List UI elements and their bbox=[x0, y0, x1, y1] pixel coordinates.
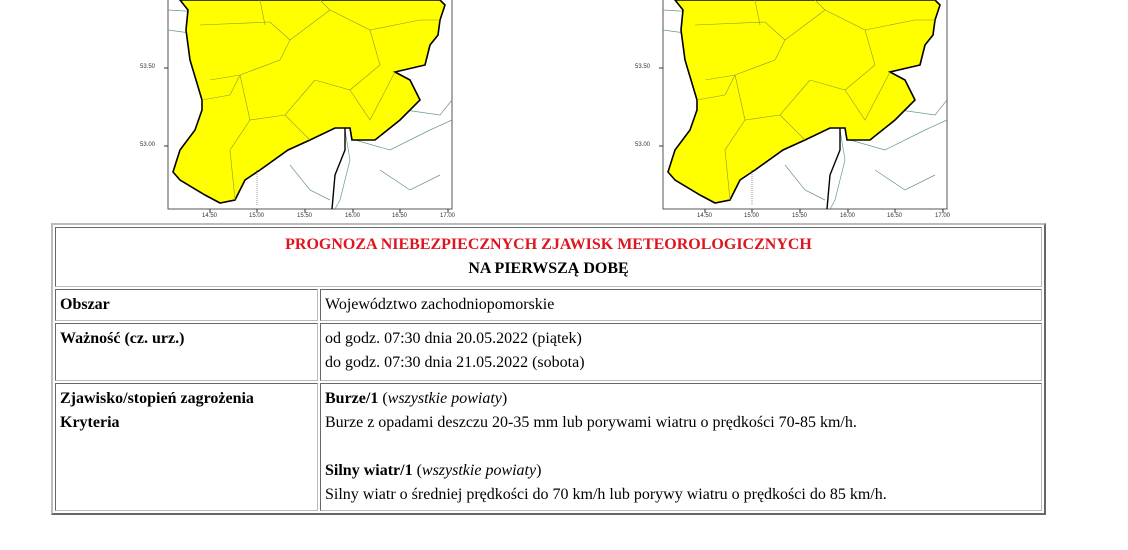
district-border bbox=[899, 99, 948, 116]
warning-name: Silny wiatr/1 bbox=[325, 462, 413, 479]
y-tick-label: 53.00 bbox=[140, 142, 156, 148]
district-border bbox=[696, 74, 736, 101]
warning-map-right: 53.50 53.00 14.50 15.00 15.50 16.00 16.50 17.00 bbox=[635, 0, 965, 225]
criteria-label: Kryteria bbox=[60, 414, 120, 431]
warning-scope: wszystkie powiaty bbox=[387, 390, 502, 407]
district-border bbox=[354, 119, 453, 151]
district-border bbox=[874, 169, 936, 191]
voivodeship-border bbox=[331, 128, 346, 210]
y-tick-label: 53.50 bbox=[140, 64, 156, 70]
x-tick-label: 16.00 bbox=[840, 213, 856, 219]
warning-description: Silny wiatr o średniej prędkości do 70 k… bbox=[325, 486, 887, 503]
x-tick-label: 14.50 bbox=[697, 213, 713, 219]
warning-scope: wszystkie powiaty bbox=[421, 462, 537, 479]
district-border bbox=[259, 0, 266, 26]
y-tick-label: 53.00 bbox=[635, 142, 651, 148]
district-border bbox=[369, 19, 440, 31]
area-value: Województwo zachodniopomorskie bbox=[320, 289, 1042, 321]
district-border bbox=[724, 119, 746, 201]
district-border bbox=[379, 169, 441, 191]
x-tick-label: 14.50 bbox=[202, 213, 218, 219]
district-border bbox=[754, 0, 761, 26]
warning-region bbox=[667, 0, 941, 204]
area-label: Obszar bbox=[55, 289, 318, 321]
district-border bbox=[319, 0, 331, 11]
x-tick-label: 15.50 bbox=[297, 213, 313, 219]
table-row: Obszar Województwo zachodniopomorskie bbox=[55, 289, 1042, 321]
x-tick-label: 17.00 bbox=[935, 213, 951, 219]
district-border bbox=[734, 74, 811, 121]
forecast-table: PROGNOZA NIEBEZPIECZNYCH ZJAWISK METEORO… bbox=[51, 223, 1046, 515]
warning-name: Burze/1 bbox=[325, 390, 379, 407]
district-border bbox=[404, 99, 453, 116]
warning-description: Burze z opadami deszczu 20-35 mm lub por… bbox=[325, 414, 857, 431]
district-border bbox=[784, 9, 876, 91]
validity-from: od godz. 07:30 dnia 20.05.2022 (piątek) bbox=[325, 330, 582, 347]
forecast-subtitle: NA PIERWSZĄ DOBĘ bbox=[468, 260, 629, 277]
table-row: Ważność (cz. urz.) od godz. 07:30 dnia 2… bbox=[55, 323, 1042, 381]
table-header: PROGNOZA NIEBEZPIECZNYCH ZJAWISK METEORO… bbox=[55, 227, 1042, 287]
district-border bbox=[779, 114, 806, 141]
table-row: Zjawisko/stopień zagrożenia Kryteria Bur… bbox=[55, 383, 1042, 511]
district-border bbox=[784, 164, 826, 201]
validity-label: Ważność (cz. urz.) bbox=[55, 323, 318, 381]
district-border bbox=[349, 71, 396, 121]
district-border bbox=[814, 0, 826, 11]
x-tick-label: 16.00 bbox=[345, 213, 361, 219]
validity-value: od godz. 07:30 dnia 20.05.2022 (piątek) … bbox=[320, 323, 1042, 381]
district-border bbox=[849, 119, 948, 151]
district-border bbox=[199, 21, 291, 81]
warning-map-left: 53.50 53.00 14.50 15.00 15.50 16.00 16.50 17.00 bbox=[140, 0, 470, 225]
district-border bbox=[229, 119, 251, 201]
district-border bbox=[289, 9, 381, 91]
x-tick-label: 15.50 bbox=[792, 213, 808, 219]
district-border bbox=[829, 129, 846, 210]
x-tick-label: 16.50 bbox=[887, 213, 903, 219]
district-border bbox=[334, 129, 351, 210]
district-border bbox=[239, 74, 316, 121]
district-border bbox=[694, 21, 786, 81]
forecast-title: PROGNOZA NIEBEZPIECZNYCH ZJAWISK METEORO… bbox=[285, 236, 812, 253]
district-border bbox=[201, 74, 241, 101]
x-tick-label: 17.00 bbox=[440, 213, 456, 219]
district-border bbox=[284, 114, 311, 141]
district-border bbox=[864, 19, 935, 31]
y-tick-label: 53.50 bbox=[635, 64, 651, 70]
x-tick-label: 15.00 bbox=[744, 213, 760, 219]
warning-wind: Silny wiatr/1 (wszystkie powiaty) bbox=[325, 462, 542, 479]
warning-storm: Burze/1 (wszystkie powiaty) bbox=[325, 390, 508, 407]
phenomenon-label: Zjawisko/stopień zagrożenia bbox=[60, 390, 254, 407]
phenomenon-criteria-label: Zjawisko/stopień zagrożenia Kryteria bbox=[55, 383, 318, 511]
x-tick-label: 16.50 bbox=[392, 213, 408, 219]
warnings-cell: Burze/1 (wszystkie powiaty) Burze z opad… bbox=[320, 383, 1042, 511]
warning-region bbox=[172, 0, 446, 204]
validity-to: do godz. 07:30 dnia 21.05.2022 (sobota) bbox=[325, 354, 585, 371]
district-border bbox=[844, 71, 891, 121]
district-border bbox=[289, 164, 331, 201]
voivodeship-border bbox=[826, 128, 841, 210]
x-tick-label: 15.00 bbox=[249, 213, 265, 219]
